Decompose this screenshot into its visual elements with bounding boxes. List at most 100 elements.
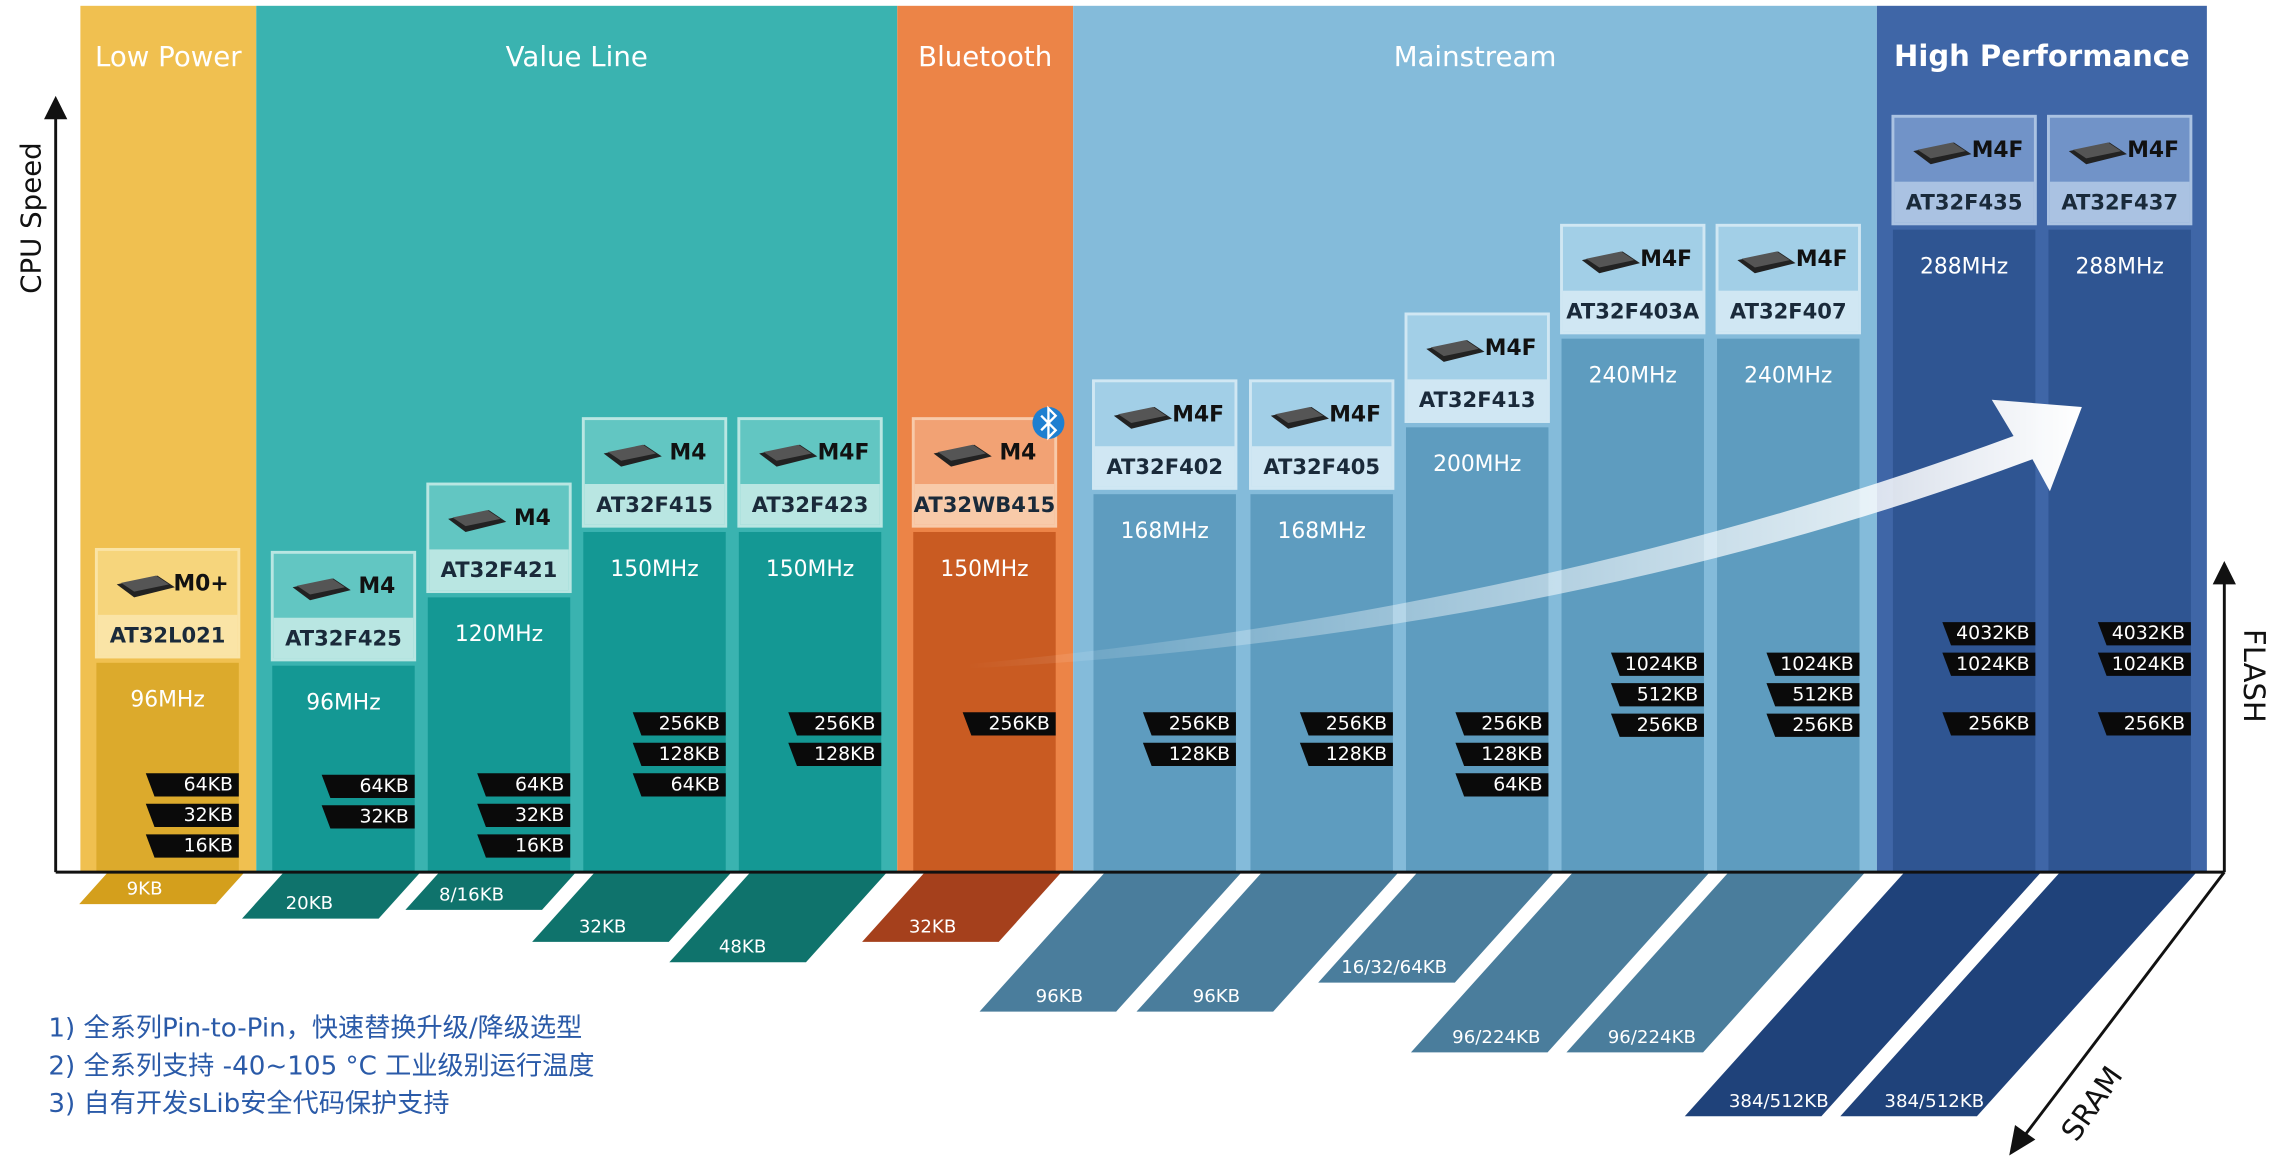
flash-label: 256KB bbox=[814, 712, 875, 734]
chip-body bbox=[1406, 427, 1548, 872]
sram-label: 32KB bbox=[909, 916, 956, 937]
chip-body bbox=[913, 532, 1055, 872]
chip-name: AT32WB415 bbox=[914, 492, 1056, 517]
chip-name: AT32F413 bbox=[1419, 387, 1536, 412]
chip-core: M4F bbox=[2127, 138, 2179, 163]
chip-core: M4 bbox=[670, 440, 707, 465]
flash-axis-arrow bbox=[2213, 561, 2236, 584]
flash-axis-label: FLASH bbox=[2237, 629, 2271, 723]
sram-label: 16/32/64KB bbox=[1341, 957, 1447, 978]
chip-body bbox=[1250, 494, 1392, 872]
flash-label: 64KB bbox=[360, 775, 409, 797]
chip-name: AT32F402 bbox=[1106, 454, 1223, 479]
chip-speed: 288MHz bbox=[1920, 254, 2008, 279]
chip-name: AT32F435 bbox=[1906, 189, 2023, 214]
chip-name: AT32F421 bbox=[441, 557, 558, 582]
chip-core: M4F bbox=[818, 440, 870, 465]
flash-label: 256KB bbox=[659, 712, 720, 734]
chip-core: M4F bbox=[1796, 247, 1848, 272]
chip-body bbox=[1717, 339, 1859, 872]
chip-core: M4F bbox=[1485, 336, 1537, 361]
sram-label: 9KB bbox=[127, 879, 163, 900]
segment-title: Mainstream bbox=[1394, 40, 1557, 73]
chip-core: M4 bbox=[514, 506, 551, 531]
flash-label: 256KB bbox=[1326, 712, 1387, 734]
sram-tile bbox=[862, 872, 1061, 942]
flash-label: 16KB bbox=[184, 834, 233, 856]
flash-label: 256KB bbox=[1169, 712, 1230, 734]
y-axis-arrow bbox=[44, 96, 67, 119]
chip-body bbox=[739, 532, 881, 872]
chip-core: M4F bbox=[1172, 403, 1224, 428]
flash-label: 4032KB bbox=[2112, 622, 2185, 644]
flash-label: 128KB bbox=[1326, 743, 1387, 765]
chip-core: M4F bbox=[1640, 247, 1692, 272]
chip-name: AT32F437 bbox=[2061, 189, 2178, 214]
flash-label: 32KB bbox=[360, 805, 409, 827]
flash-label: 256KB bbox=[1792, 714, 1853, 736]
flash-label: 128KB bbox=[814, 743, 875, 765]
sram-label: 96/224KB bbox=[1608, 1027, 1696, 1048]
chip-speed: 150MHz bbox=[610, 557, 698, 582]
lineup-diagram: Low PowerValue LineBluetoothMainstreamHi… bbox=[0, 0, 2280, 1157]
flash-label: 16KB bbox=[515, 834, 564, 856]
flash-label: 512KB bbox=[1792, 683, 1853, 705]
segment-title: Value Line bbox=[506, 40, 648, 73]
sram-label: 384/512KB bbox=[1729, 1091, 1829, 1112]
flash-label: 128KB bbox=[1169, 743, 1230, 765]
chip-body bbox=[1893, 230, 2035, 872]
chip-speed: 96MHz bbox=[130, 688, 204, 713]
chip-body bbox=[2048, 230, 2190, 872]
flash-label: 64KB bbox=[515, 773, 564, 795]
chip-speed: 96MHz bbox=[306, 691, 380, 716]
note: 2) 全系列支持 -40~105 °C 工业级别运行温度 bbox=[48, 1051, 594, 1081]
flash-label: 256KB bbox=[1481, 712, 1542, 734]
flash-label: 64KB bbox=[184, 773, 233, 795]
flash-label: 128KB bbox=[1481, 743, 1542, 765]
chip-name: AT32F423 bbox=[752, 492, 869, 517]
note: 3) 自有开发sLib安全代码保护支持 bbox=[48, 1089, 449, 1119]
chip-speed: 288MHz bbox=[2076, 254, 2164, 279]
chip-speed: 240MHz bbox=[1589, 363, 1677, 388]
chip-speed: 168MHz bbox=[1121, 519, 1209, 544]
chip-body bbox=[1562, 339, 1704, 872]
note: 1) 全系列Pin-to-Pin，快速替换升级/降级选型 bbox=[48, 1014, 582, 1044]
flash-label: 256KB bbox=[989, 712, 1050, 734]
flash-label: 32KB bbox=[515, 804, 564, 826]
sram-label: 96KB bbox=[1193, 986, 1240, 1007]
segment-title: Low Power bbox=[95, 40, 242, 73]
chip-core: M4F bbox=[1329, 403, 1381, 428]
sram-label: 48KB bbox=[719, 937, 766, 958]
flash-label: 1024KB bbox=[1625, 653, 1698, 675]
sram-axis-label: SRAM bbox=[2054, 1060, 2129, 1147]
chip-name: AT32F407 bbox=[1730, 299, 1847, 324]
flash-label: 128KB bbox=[659, 743, 720, 765]
chip-core: M0+ bbox=[173, 571, 228, 596]
flash-label: 256KB bbox=[1968, 712, 2029, 734]
flash-label: 512KB bbox=[1637, 683, 1698, 705]
chip-name: AT32F415 bbox=[596, 492, 713, 517]
chip-speed: 240MHz bbox=[1744, 363, 1832, 388]
chip-name: AT32F403A bbox=[1566, 299, 1700, 324]
flash-label: 1024KB bbox=[2112, 653, 2185, 675]
flash-label: 256KB bbox=[2124, 712, 2185, 734]
flash-label: 64KB bbox=[1493, 773, 1542, 795]
flash-label: 256KB bbox=[1637, 714, 1698, 736]
chip-speed: 168MHz bbox=[1278, 519, 1366, 544]
sram-label: 32KB bbox=[579, 916, 626, 937]
chip-body bbox=[1093, 494, 1235, 872]
page: Low PowerValue LineBluetoothMainstreamHi… bbox=[0, 0, 2280, 1157]
chip-body bbox=[583, 532, 725, 872]
sram-label: 8/16KB bbox=[439, 884, 504, 905]
sram-label: 96KB bbox=[1036, 986, 1083, 1007]
chip-speed: 150MHz bbox=[940, 557, 1028, 582]
flash-label: 4032KB bbox=[1956, 622, 2029, 644]
chip-speed: 200MHz bbox=[1433, 452, 1521, 477]
sram-label: 20KB bbox=[286, 893, 333, 914]
segment-title: Bluetooth bbox=[918, 40, 1052, 73]
chip-speed: 150MHz bbox=[766, 557, 854, 582]
y-axis-label: CPU Speed bbox=[14, 142, 47, 293]
chip-speed: 120MHz bbox=[455, 622, 543, 647]
flash-label: 64KB bbox=[671, 773, 720, 795]
flash-label: 1024KB bbox=[1780, 653, 1853, 675]
